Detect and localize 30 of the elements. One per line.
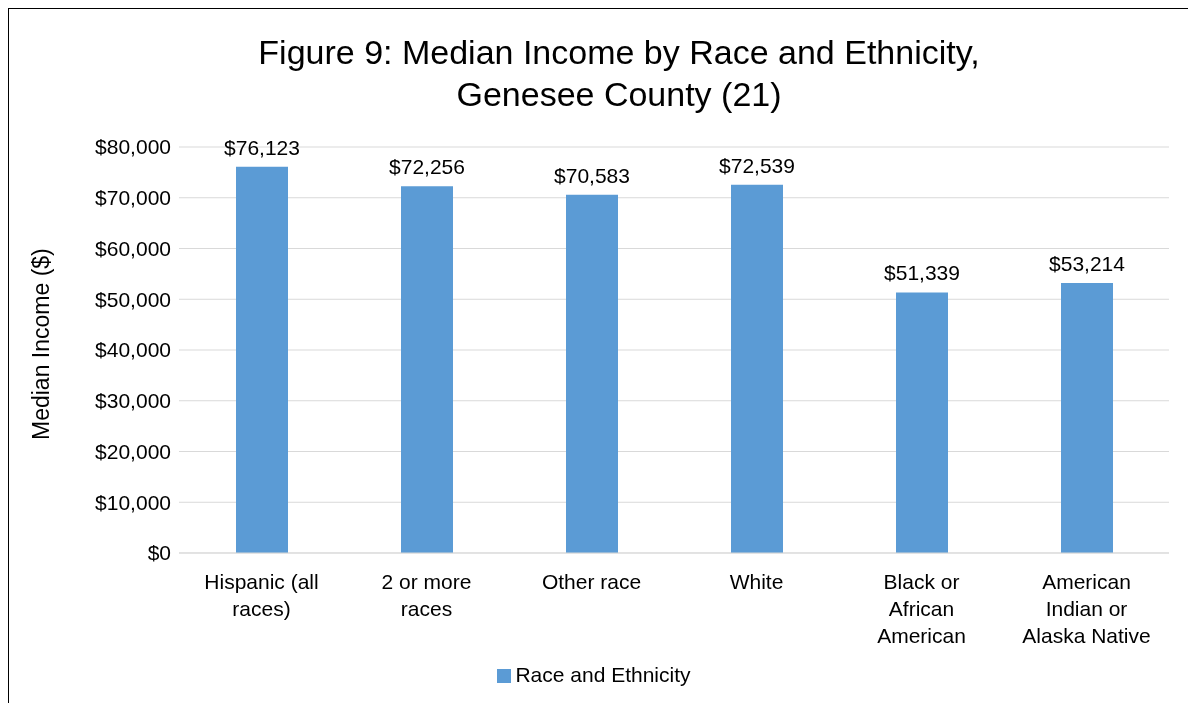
data-label: $53,214 (1049, 251, 1126, 275)
bar (731, 184, 783, 553)
bar (566, 194, 618, 553)
y-tick-label: $10,000 (95, 490, 171, 514)
y-tick-label: $70,000 (95, 186, 171, 210)
data-label: $72,256 (389, 155, 465, 179)
bar (401, 186, 453, 553)
data-label: $70,583 (554, 163, 630, 187)
x-tick-label: Black or African American (877, 570, 966, 647)
y-axis-title: Median Income ($) (28, 248, 55, 440)
y-tick-label: $20,000 (95, 439, 171, 463)
bar (896, 292, 948, 553)
y-tick-label: $40,000 (95, 338, 171, 362)
legend-label: Race and Ethnicity (515, 663, 691, 686)
x-tick-label: Other race (541, 570, 642, 593)
x-tick-label: White (729, 570, 784, 593)
data-label: $76,123 (224, 135, 300, 159)
chart-title: Figure 9: Median Income by Race and Ethnicity, Genesee County (21) (257, 32, 981, 115)
bar (1061, 282, 1113, 553)
data-label: $72,539 (719, 153, 795, 177)
x-tick-label: Hispanic (all races) (204, 570, 319, 620)
y-tick-label: $0 (147, 541, 171, 565)
y-tick-label: $30,000 (95, 389, 171, 413)
x-tick-label: American Indian or Alaska Native (1022, 570, 1151, 647)
y-tick-label: $80,000 (95, 135, 171, 159)
data-label: $51,339 (884, 261, 960, 285)
y-tick-label: $50,000 (95, 287, 171, 311)
x-tick-label: 2 or more races (381, 570, 472, 620)
bar (236, 166, 288, 553)
y-tick-label: $60,000 (95, 236, 171, 260)
